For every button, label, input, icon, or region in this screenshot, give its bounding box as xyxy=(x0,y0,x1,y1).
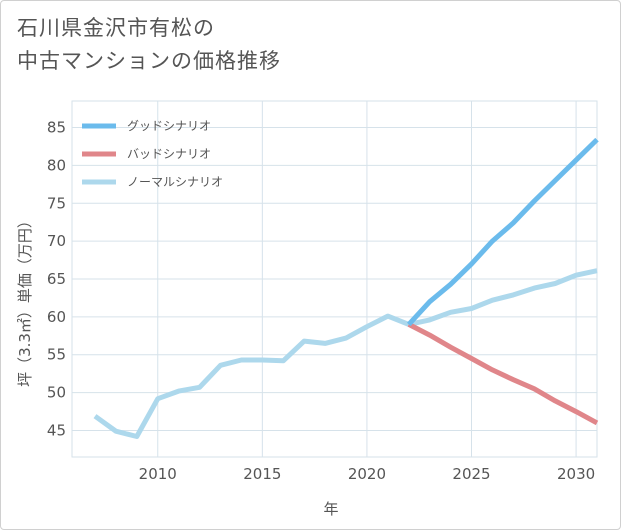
x-tick-label: 2030 xyxy=(557,465,595,483)
title-line-2: 中古マンションの価格推移 xyxy=(17,49,281,73)
y-axis-label: 坪（3.3㎡）単価（万円） xyxy=(16,213,34,387)
legend-label-1: バッドシナリオ xyxy=(127,147,211,161)
x-tick-label: 2025 xyxy=(452,465,490,483)
y-tick-label: 80 xyxy=(47,156,66,174)
series-line-0 xyxy=(406,137,599,327)
y-tick-label: 85 xyxy=(47,119,66,137)
legend-label-0: グッドシナリオ xyxy=(127,119,211,133)
x-axis-label: 年 xyxy=(323,500,338,518)
y-tick-label: 50 xyxy=(47,384,66,402)
x-tick-label: 2020 xyxy=(348,465,386,483)
x-tick-label: 2010 xyxy=(139,465,177,483)
series-line-2 xyxy=(93,268,598,439)
y-tick-label: 70 xyxy=(47,232,66,250)
chart-title: 石川県金沢市有松の 中古マンションの価格推移 xyxy=(17,12,281,78)
y-tick-label: 75 xyxy=(47,194,66,212)
x-tick-label: 2015 xyxy=(243,465,281,483)
y-tick-label: 65 xyxy=(47,270,66,288)
series-line-1 xyxy=(407,322,599,426)
series-lines xyxy=(93,137,599,439)
grid xyxy=(71,100,598,458)
y-tick-label: 60 xyxy=(47,308,66,326)
y-tick-label: 55 xyxy=(47,346,66,364)
legend-label-2: ノーマルシナリオ xyxy=(127,175,223,189)
tick-labels: 45 50 55 60 65 70 75 80 85 2010 2015 2020 2025 2030 xyxy=(47,119,595,483)
y-tick-label: 45 xyxy=(47,421,66,439)
title-line-1: 石川県金沢市有松の xyxy=(17,16,215,40)
